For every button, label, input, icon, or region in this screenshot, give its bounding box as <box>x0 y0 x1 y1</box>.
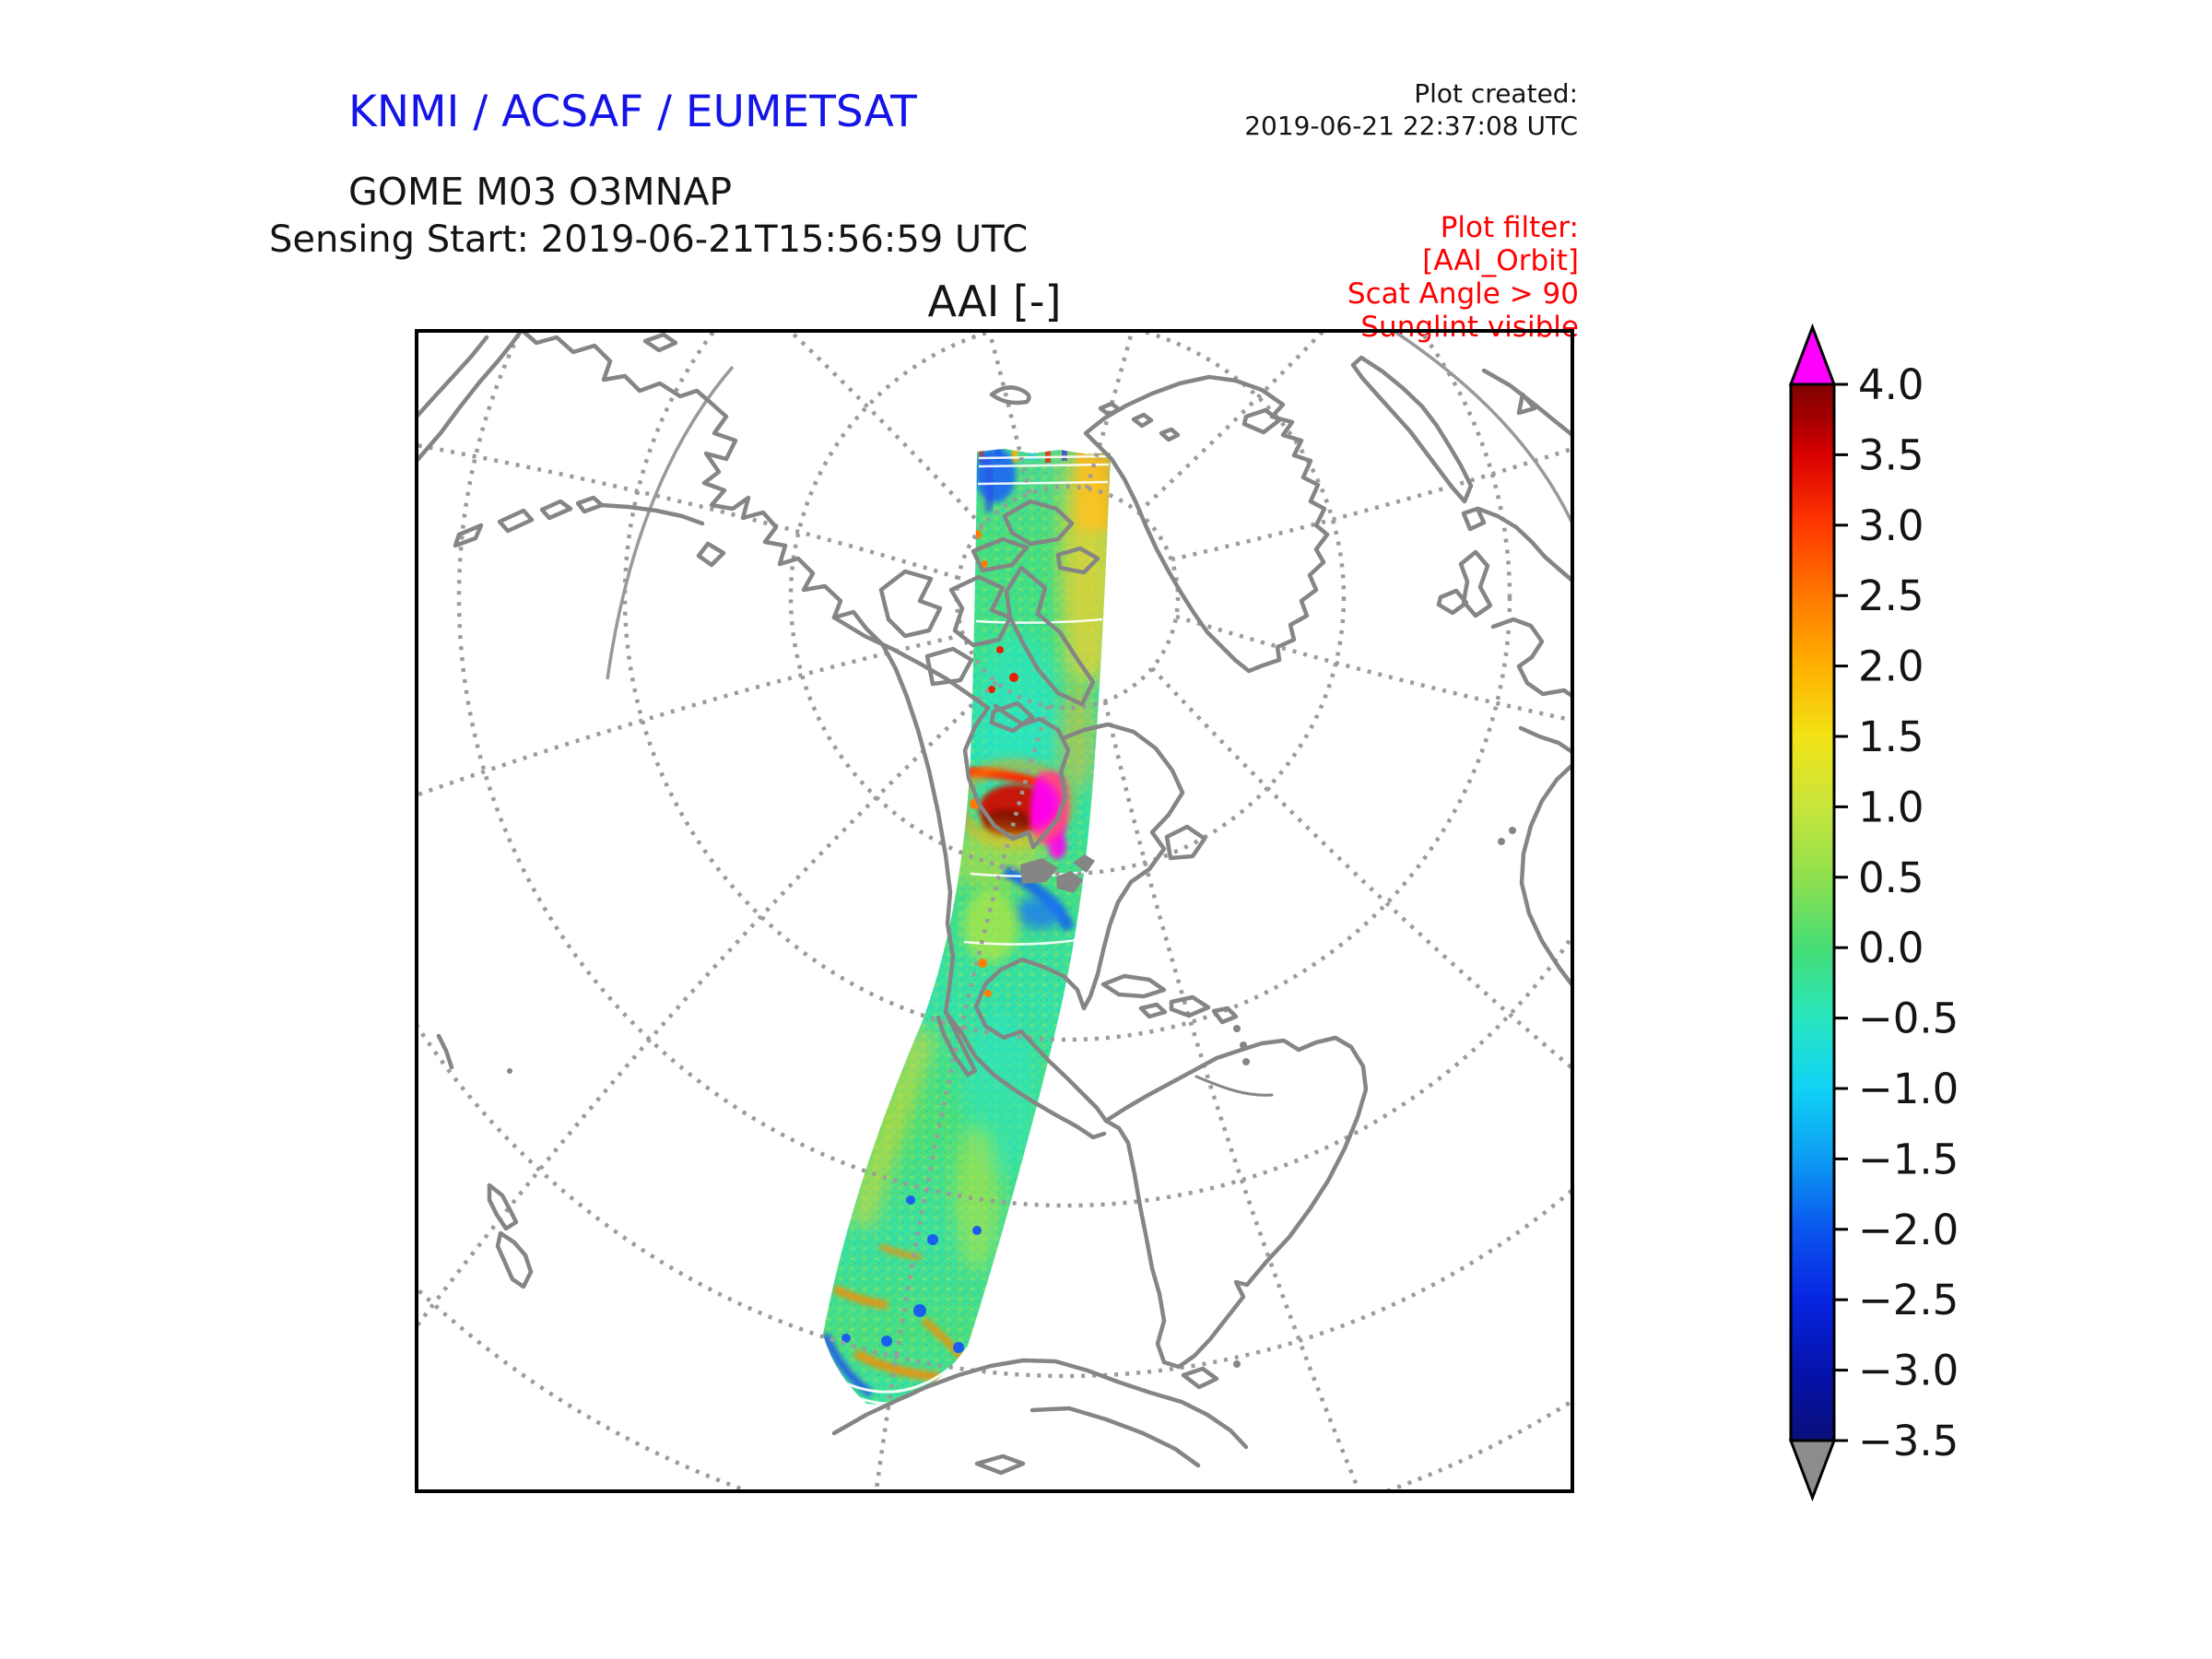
swath-yellow-edge <box>1064 461 1111 682</box>
colorbar-tick-label: 4.0 <box>1858 360 1924 409</box>
colorbar-under-arrow <box>1788 1439 1837 1502</box>
plot-filter-line: Sunglint visible <box>1360 310 1579 344</box>
colorbar-tick-label: 1.5 <box>1858 712 1924 761</box>
aai-data-swath <box>823 449 1111 1405</box>
colorbar-gradient-bar <box>1789 382 1836 1442</box>
product-title: GOME M03 O3MNAP <box>348 170 733 214</box>
coast-greenland <box>989 374 1330 674</box>
colorbar-tick-label: 1.0 <box>1858 782 1924 831</box>
coast-south-america <box>1103 1035 1369 1390</box>
plot-filter-block: Plot filter: [AAI_Orbit] Scat Angle > 90… <box>1347 211 1579 345</box>
swath-red-speck <box>996 646 1004 653</box>
colorbar-over-arrow <box>1788 323 1837 386</box>
sensing-start-line: Sensing Start: 2019-06-21T15:56:59 UTC <box>269 218 1029 261</box>
colorbar-tick-label: −0.5 <box>1858 994 1959 1043</box>
world-map <box>415 329 1574 1493</box>
plot-created-block: Plot created: 2019-06-21 22:37:08 UTC <box>1244 77 1578 142</box>
plot-filter-line: Scat Angle > 90 <box>1347 276 1579 311</box>
swath-yellowgreen-edge <box>954 1124 1000 1272</box>
coast-hudson-bay-east-coast <box>831 615 1207 1124</box>
colorbar-tick-label: 3.0 <box>1858 501 1924 550</box>
colorbar-tick-label: 3.5 <box>1858 430 1924 479</box>
colorbar-tick-label: 2.0 <box>1858 642 1924 691</box>
coast-antarctica <box>831 1358 1249 1476</box>
great-lakes <box>1020 854 1095 893</box>
swath-bluelakes-swirl <box>1002 865 1075 932</box>
plot-title: AAI [-] <box>927 276 1062 326</box>
coast-kamchatka-siberia <box>418 332 712 464</box>
plot-created-value: 2019-06-21 22:37:08 UTC <box>1244 111 1578 141</box>
swath-blue-patch <box>975 449 1016 502</box>
coast-alaska-northamerica-west <box>453 399 1107 1140</box>
coastlines <box>418 332 1571 1476</box>
swath-bottom-blue-speckles <box>841 1195 982 1353</box>
plot-created-label: Plot created: <box>1414 78 1578 109</box>
org-title: KNMI / ACSAF / EUMETSAT <box>348 87 917 137</box>
map-frame <box>415 329 1574 1493</box>
colorbar: 4.0 3.5 3.0 2.5 2.0 1.5 1.0 0.5 0.0 −0.5 −1.0 −1.5 −… <box>1788 323 1959 1502</box>
coast-europe-africa <box>1350 355 1571 988</box>
plot-filter-line: [AAI_Orbit] <box>1422 243 1579 277</box>
coast-caribbean <box>1100 973 1250 1065</box>
colorbar-tick-label: 2.5 <box>1858 571 1924 620</box>
swath-orange-speck <box>984 990 992 997</box>
colorbar-ticks: 4.0 3.5 3.0 2.5 2.0 1.5 1.0 0.5 0.0 −0.5 −1.0 −1.5 −… <box>1834 360 1959 1465</box>
swath-orange-speck <box>978 959 987 968</box>
swath-red-speck <box>988 686 995 693</box>
coast-newzealand-pacific <box>436 1033 534 1289</box>
colorbar-tick-label: −3.5 <box>1858 1417 1959 1465</box>
swath-yellow-band <box>846 1025 939 1230</box>
colorbar-tick-label: 0.5 <box>1858 853 1924 902</box>
colorbar-tick-label: −1.5 <box>1858 1135 1959 1183</box>
swath-red-speck <box>1009 673 1018 682</box>
colorbar-tick-label: −2.0 <box>1858 1206 1959 1254</box>
colorbar-tick-label: −3.0 <box>1858 1347 1959 1395</box>
swath-orange-edge <box>1056 682 1097 793</box>
swath-blue-patch <box>1016 896 1064 929</box>
colorbar-tick-label: −2.5 <box>1858 1276 1959 1324</box>
plot-filter-line: Plot filter: <box>1440 211 1579 244</box>
colorbar-tick-label: 0.0 <box>1858 924 1924 972</box>
colorbar-tick-label: −1.0 <box>1858 1065 1959 1113</box>
swath-magenta-blob <box>1048 833 1066 859</box>
